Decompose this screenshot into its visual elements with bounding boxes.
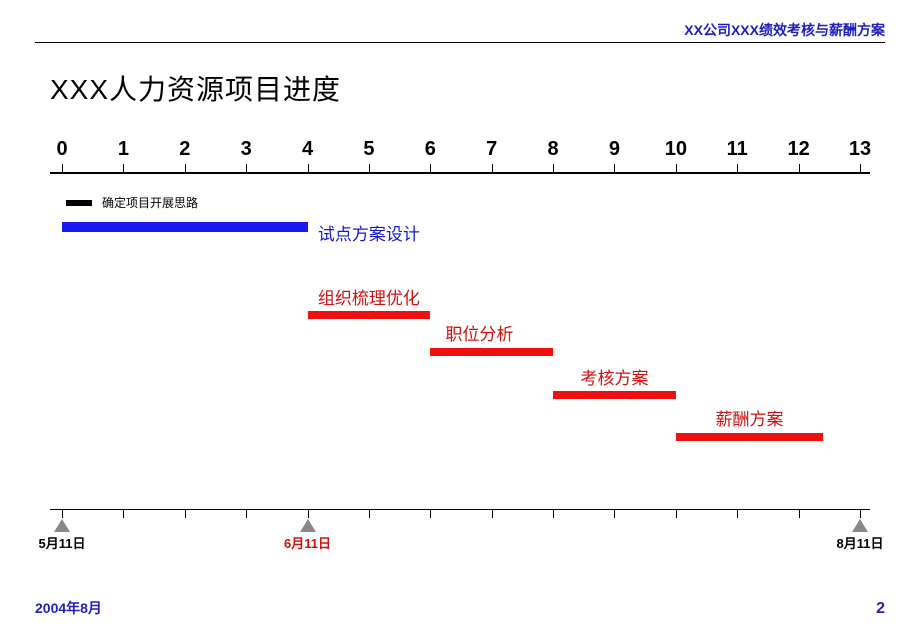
tick-mark bbox=[430, 510, 431, 518]
tick-mark bbox=[553, 164, 554, 172]
tick-mark bbox=[62, 164, 63, 172]
milestone-marker bbox=[300, 519, 316, 532]
chart-label: 试点方案设计 bbox=[318, 220, 420, 245]
tick-mark bbox=[246, 164, 247, 172]
gantt-bar-label: 考核方案 bbox=[580, 364, 648, 389]
tick-mark bbox=[123, 164, 124, 172]
tick-mark bbox=[614, 164, 615, 172]
tick-mark bbox=[123, 510, 124, 518]
tick-mark bbox=[369, 510, 370, 518]
tick-mark bbox=[799, 510, 800, 518]
axis-line-bottom bbox=[50, 509, 870, 511]
tick-mark bbox=[308, 510, 309, 518]
legend-text: 确定项目开展思路 bbox=[102, 194, 198, 211]
tick-label: 10 bbox=[665, 138, 687, 161]
legend-swatch bbox=[66, 200, 92, 206]
tick-mark bbox=[492, 164, 493, 172]
tick-mark bbox=[492, 510, 493, 518]
tick-label: 7 bbox=[486, 138, 497, 161]
gantt-bar bbox=[308, 311, 431, 319]
legend: 确定项目开展思路 bbox=[66, 194, 198, 211]
tick-label: 4 bbox=[302, 138, 313, 161]
header-text: XX公司XXX绩效考核与薪酬方案 bbox=[684, 20, 885, 40]
tick-mark bbox=[860, 510, 861, 518]
tick-mark bbox=[246, 510, 247, 518]
tick-mark bbox=[676, 164, 677, 172]
tick-label: 11 bbox=[727, 138, 748, 161]
tick-mark bbox=[369, 164, 370, 172]
gantt-bar bbox=[62, 222, 308, 232]
gantt-bar bbox=[676, 433, 823, 441]
tick-label: 0 bbox=[56, 138, 67, 161]
milestone-label: 6月11日 bbox=[284, 533, 331, 552]
axis-line-top bbox=[50, 172, 870, 174]
tick-mark bbox=[62, 510, 63, 518]
tick-label: 2 bbox=[179, 138, 190, 161]
tick-label: 6 bbox=[425, 138, 436, 161]
milestone-marker bbox=[852, 519, 868, 532]
tick-label: 9 bbox=[609, 138, 620, 161]
tick-label: 1 bbox=[118, 138, 129, 161]
gantt-chart: 012345678910111213 确定项目开展思路 组织梳理优化职位分析考核… bbox=[50, 130, 870, 540]
tick-label: 13 bbox=[849, 138, 871, 161]
gantt-bar bbox=[430, 348, 553, 356]
tick-mark bbox=[553, 510, 554, 518]
tick-mark bbox=[185, 164, 186, 172]
gantt-bar-label: 职位分析 bbox=[445, 320, 513, 345]
tick-mark bbox=[799, 164, 800, 172]
footer-page: 2 bbox=[876, 600, 885, 618]
tick-mark bbox=[676, 510, 677, 518]
tick-label: 3 bbox=[241, 138, 252, 161]
tick-label: 5 bbox=[363, 138, 374, 161]
tick-mark bbox=[308, 164, 309, 172]
tick-mark bbox=[737, 164, 738, 172]
milestone-label: 5月11日 bbox=[39, 533, 86, 552]
axis-top: 012345678910111213 bbox=[50, 130, 870, 170]
gantt-bar bbox=[553, 391, 676, 399]
tick-mark bbox=[185, 510, 186, 518]
gantt-bar-label: 组织梳理优化 bbox=[318, 284, 420, 309]
page-title: XXX人力资源项目进度 bbox=[50, 68, 341, 108]
gantt-bar-label: 薪酬方案 bbox=[716, 405, 784, 430]
tick-mark bbox=[860, 164, 861, 172]
milestone-marker bbox=[54, 519, 70, 532]
milestone-label: 8月11日 bbox=[837, 533, 884, 552]
tick-label: 12 bbox=[787, 138, 809, 161]
header-rule bbox=[35, 42, 885, 43]
footer-date: 2004年8月 bbox=[35, 598, 102, 618]
tick-mark bbox=[737, 510, 738, 518]
tick-mark bbox=[614, 510, 615, 518]
tick-mark bbox=[430, 164, 431, 172]
tick-label: 8 bbox=[548, 138, 559, 161]
